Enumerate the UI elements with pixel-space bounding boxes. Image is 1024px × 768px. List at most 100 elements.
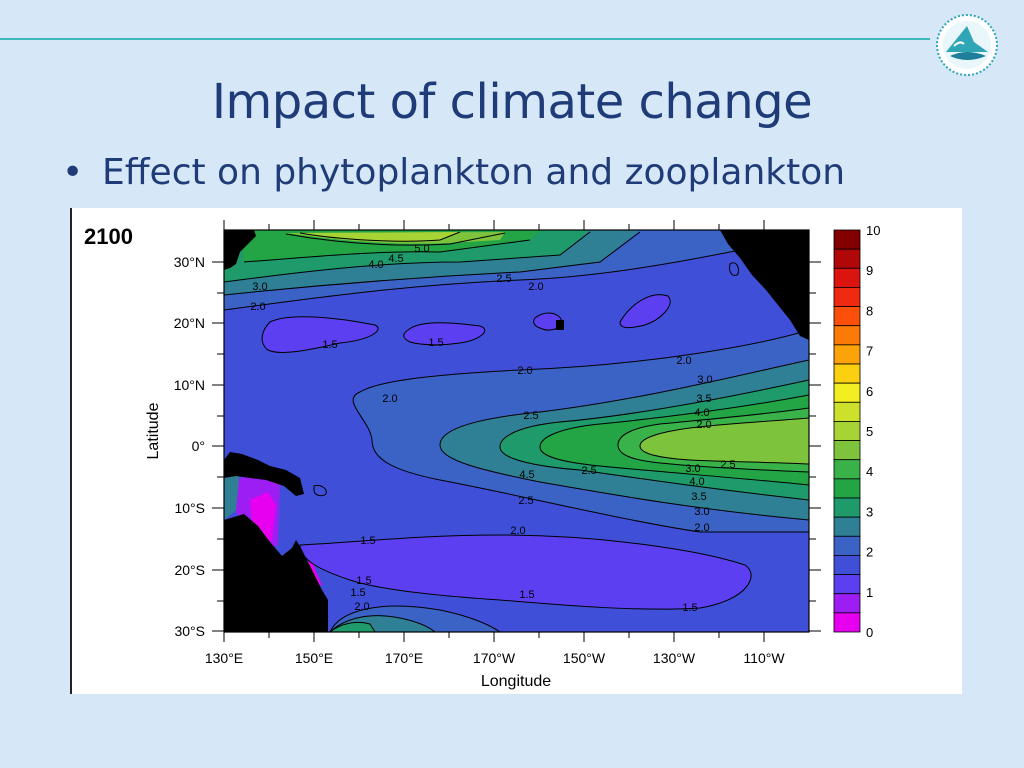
bullet-text: Effect on phytoplankton and zooplankton [102,152,846,193]
contour-label: 2.5 [581,465,596,477]
y-tick-label: 30°S [174,623,205,639]
contour-label-text: 4.5 [388,253,403,265]
colorbar-tick-label: 7 [866,344,873,359]
contour-label-text: 2.0 [354,601,369,613]
colorbar-swatch [833,229,861,250]
colorbar-swatch [833,535,861,556]
contour-label: 1.5 [350,587,365,599]
contour-label-text: 2.0 [694,522,709,534]
contour-label-text: 2.0 [510,525,525,537]
contour-label-text: 2.5 [523,410,538,422]
contour-label-text: 3.5 [691,491,706,503]
x-axis-ticks: 130°E 150°E 170°E 170°W 150°W 130°W 110°W [205,220,785,666]
contour-label-text: 1.5 [360,535,375,547]
contour-fill [224,230,809,632]
colorbar-swatch [833,440,861,461]
colorbar-tick-label: 3 [866,504,873,519]
top-rule [0,38,930,40]
fill-patch-east-1p5 [620,294,671,328]
fill-sw-gradient-3 [330,622,375,632]
land-asia [224,230,256,270]
contour-label: 3.5 [691,491,706,503]
contour-label: 3.0 [252,281,267,293]
contour-label: 3.0 [697,374,712,386]
contour-label: 4.0 [368,259,383,271]
x-tick-label: 170°W [473,650,516,666]
colorbar-swatch [833,612,861,633]
colorbar-swatch [833,401,861,422]
contour-label: 4.5 [519,469,534,481]
colorbar-swatch [833,344,861,365]
contour-label: 2.0 [382,393,397,405]
colorbar-swatch [833,363,861,384]
contour-label-text: 4.0 [368,259,383,271]
contour-label-text: 3.0 [697,374,712,386]
contour-label: 2.5 [496,273,511,285]
contour-label-text: 2.5 [496,273,511,285]
colorbar-tick-label: 8 [866,303,873,318]
fill-band-south-1p5 [300,535,752,610]
land-australia [224,514,328,632]
contour-label: 2.0 [250,301,265,313]
contour-lines [224,231,809,632]
contour-label-text: 1.5 [519,589,534,601]
contour-label-text: 3.0 [685,463,700,475]
contour-label: 1.5 [322,339,337,351]
fill-patch-west-1p5 [262,316,379,353]
contour-label-text: 3.0 [252,281,267,293]
y-tick-label: 30°N [174,254,205,270]
colorbar-swatch [833,478,861,499]
y-tick-label: 20°S [174,562,205,578]
contour-label: 2.0 [517,365,532,377]
colorbar-swatch [833,382,861,403]
contour-label-text: 1.5 [356,575,371,587]
contour-label-text: 2.5 [581,465,596,477]
contour-label: 2.5 [523,410,538,422]
contour-label: 1.5 [428,337,443,349]
contour-label: 1.5 [356,575,371,587]
land-new-guinea [224,452,304,496]
contour-label-text: 1.5 [350,587,365,599]
colorbar-swatch [833,325,861,346]
colorbar-swatch [833,574,861,595]
plot-frame [223,229,810,633]
contour-label-text: 2.0 [382,393,397,405]
colorbar-swatch [833,497,861,518]
y-tick-label: 10°S [174,500,205,516]
colorbar: 0 1 2 3 4 5 6 7 8 9 10 [833,223,880,640]
contour-label: 2.0 [510,525,525,537]
contour-label: 1.5 [682,602,697,614]
contour-label-text: 2.5 [518,495,533,507]
colorbar-swatch [833,287,861,307]
colorbar-swatch [833,306,861,327]
colorbar-swatch [833,593,861,614]
contour-label-text: 1.5 [322,339,337,351]
contour-label-text: 5.0 [414,243,429,255]
contour-label: 2.0 [676,355,691,367]
contour-label: 2.0 [528,281,543,293]
fill-band-north-5 [300,232,460,242]
contour-label-text: 2.5 [720,459,735,471]
x-tick-label: 130°W [653,650,696,666]
contour-label-text: 3.5 [696,393,711,405]
contour-labels: 5.04.54.03.02.52.02.01.5 1.52.02.02.02.53… [250,243,735,614]
contour-label: 2.5 [518,495,533,507]
contour-label: 1.5 [519,589,534,601]
contour-label-text: 4.0 [694,407,709,419]
contour-label-text: 2.0 [528,281,543,293]
land-north-america [720,230,809,340]
y-tick-label: 10°N [174,377,205,393]
contour-label: 4.0 [694,407,709,419]
year-label: 2100 [84,224,133,249]
x-tick-label: 110°W [743,650,785,666]
y-axis-ticks: 30°N 20°N 10°N 0° 10°S 20°S 30°S [174,254,821,639]
contour-label-text: 1.5 [682,602,697,614]
colorbar-tick-label: 1 [866,585,873,600]
colorbar-tick-label: 10 [866,223,880,238]
contour-label-text: 2.0 [676,355,691,367]
x-tick-label: 170°E [385,650,423,666]
colorbar-swatch [833,267,861,288]
logo-emblem-icon [936,14,998,76]
contour-label: 2.0 [694,522,709,534]
colorbar-tick-label: 6 [866,384,873,399]
